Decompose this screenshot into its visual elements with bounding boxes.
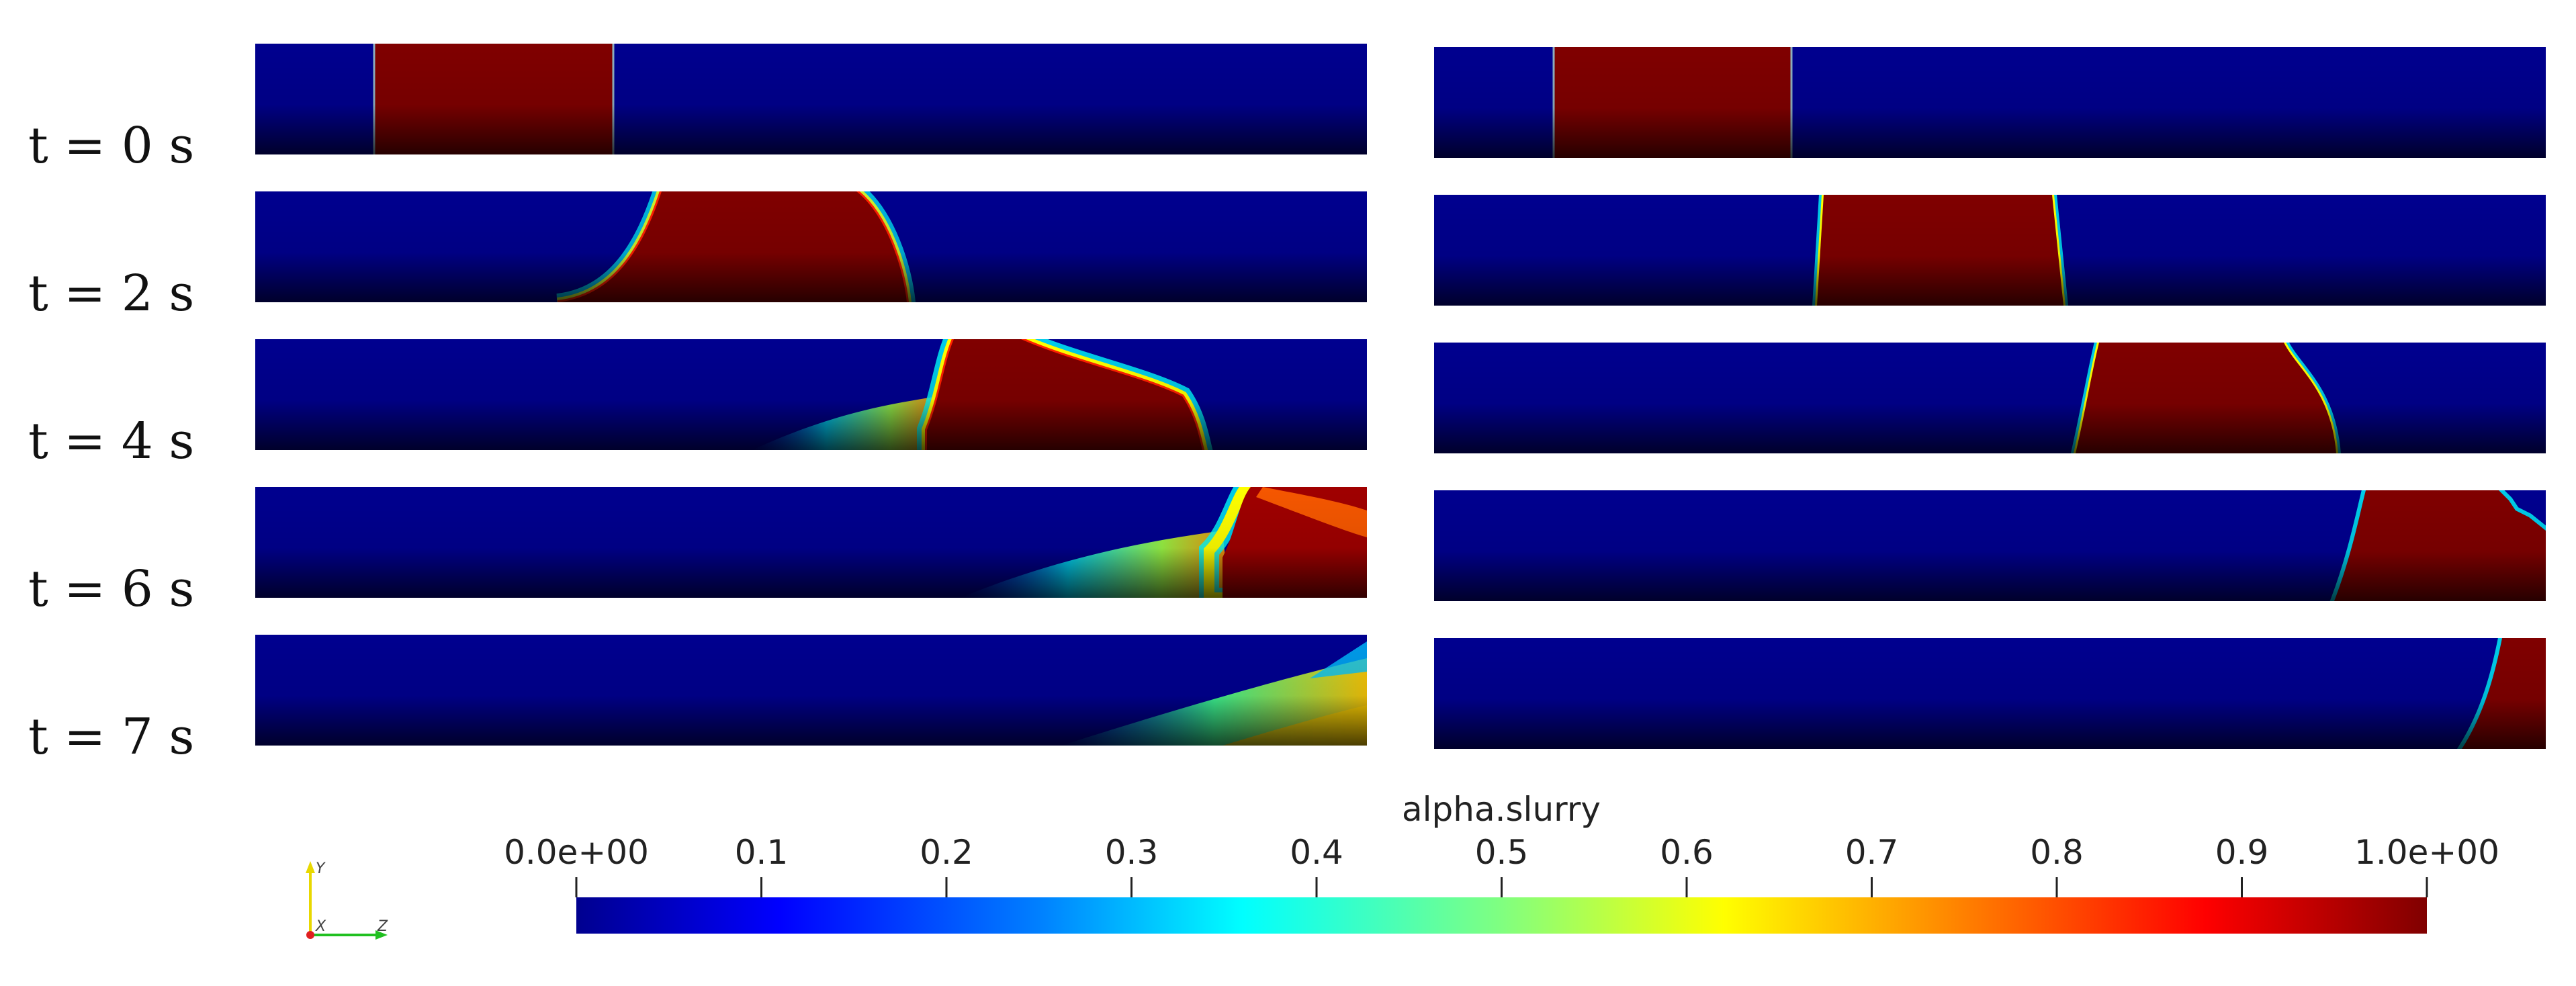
left-panel-t4 [255,339,1367,450]
right-panel-t6 [1434,490,2546,601]
right-panel-t4 [1434,343,2546,453]
colorbar-tick-label: 0.7 [1845,833,1899,872]
colorbar-tick-label: 0.0e+00 [504,833,649,872]
time-label: t = 2 s [28,265,194,322]
right-panel-t0 [1434,47,2546,158]
colorbar-tick-label: 0.2 [920,833,973,872]
orientation-axes: Y X Z [306,860,388,940]
colorbar-tick-label: 0.5 [1475,833,1529,872]
axis-label-z: Z [377,918,388,935]
colorbar-tick-label: 0.6 [1660,833,1714,872]
colorbar: alpha.slurry 0.0e+00 0.1 0.2 0.3 0.4 0.5 0.6 0.… [504,790,2499,934]
time-label: t = 4 s [28,412,194,470]
axis-label-y: Y [316,860,326,877]
left-panel-t0 [255,44,1367,154]
colorbar-gradient [576,897,2427,934]
colorbar-tick-label: 0.1 [735,833,789,872]
left-panel-t7 [255,635,1367,746]
colorbar-tick-label: 0.9 [2215,833,2269,872]
colorbar-tick-label: 0.4 [1290,833,1343,872]
time-label: t = 6 s [28,560,194,618]
colorbar-title: alpha.slurry [1402,790,1601,829]
right-panel-t7 [1434,638,2546,749]
colorbar-tick-label: 0.8 [2030,833,2084,872]
right-panel-t2 [1434,195,2546,306]
colorbar-tick-label: 0.3 [1105,833,1159,872]
colorbar-tick-label: 1.0e+00 [2354,833,2499,872]
left-panel-t6 [255,487,1367,598]
time-label: t = 0 s [28,117,194,175]
time-label: t = 7 s [28,708,194,766]
axis-label-x: X [315,918,326,935]
left-panel-t2 [255,191,1367,302]
